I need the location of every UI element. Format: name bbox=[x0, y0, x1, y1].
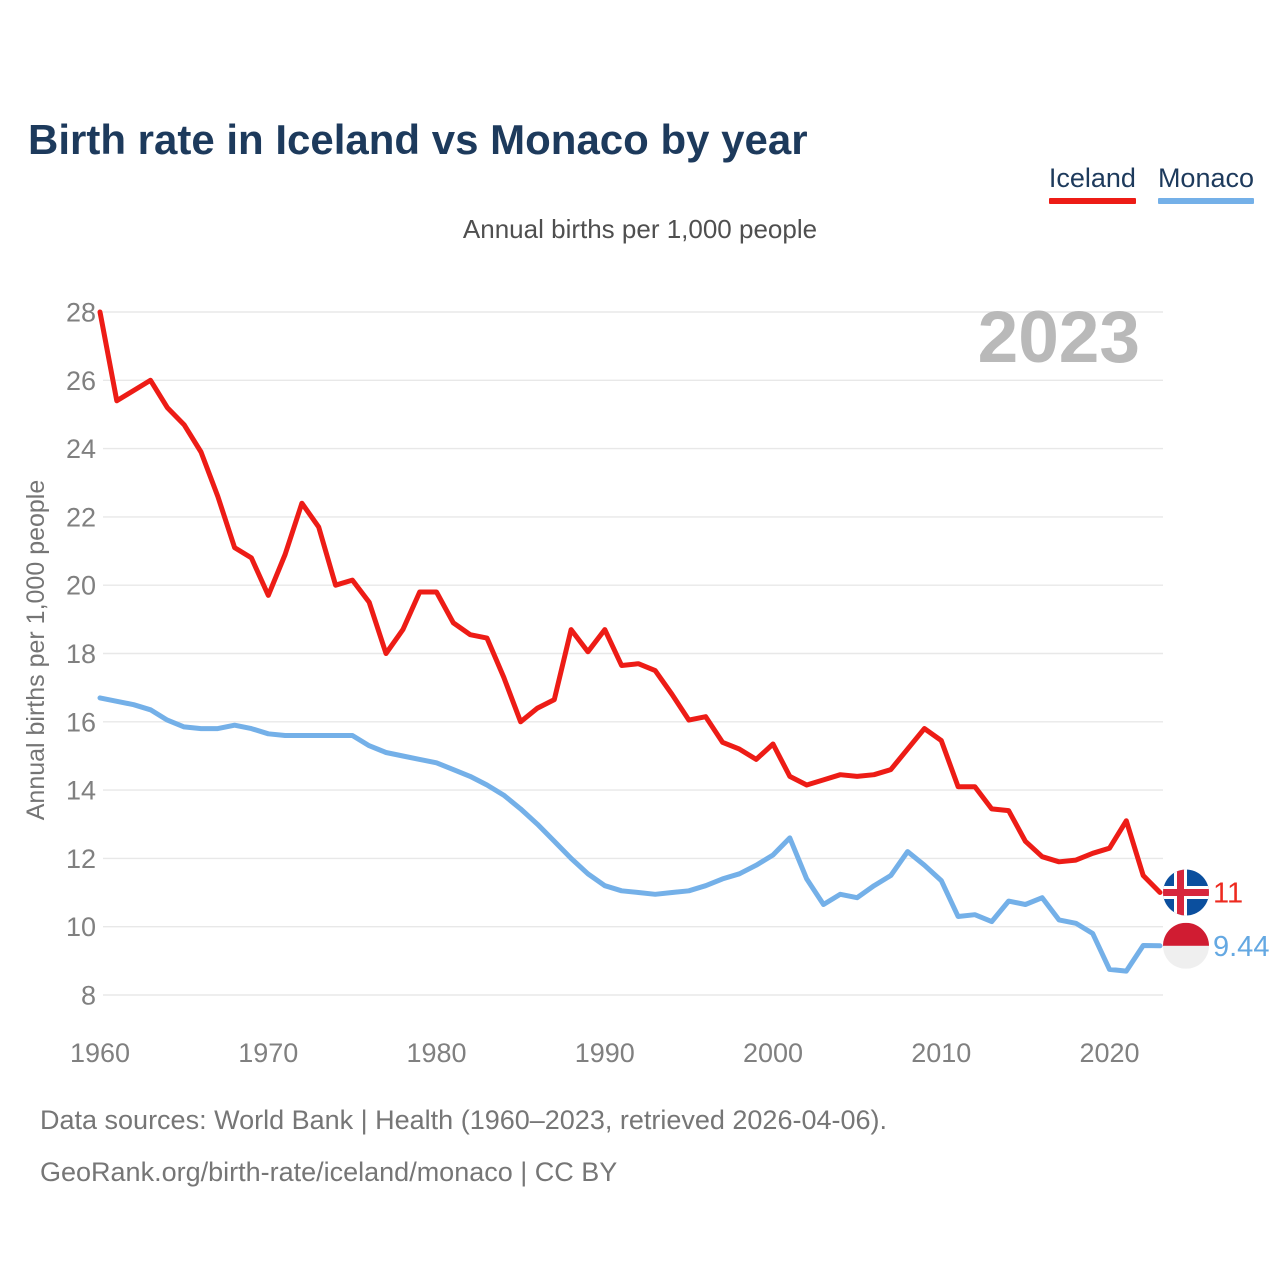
legend-item-monaco[interactable]: Monaco bbox=[1157, 163, 1254, 204]
iceland-end-value-label: 11 bbox=[1213, 878, 1243, 910]
x-tick-label: 2000 bbox=[743, 1038, 803, 1068]
y-tick-label: 28 bbox=[66, 298, 96, 328]
y-tick-label: 22 bbox=[66, 502, 96, 532]
gridlines bbox=[103, 311, 1163, 996]
y-tick-label: 14 bbox=[66, 776, 96, 806]
monaco-flag-icon bbox=[1163, 922, 1209, 969]
footer-attribution-line: GeoRank.org/birth-rate/iceland/monaco | … bbox=[40, 1157, 618, 1187]
y-tick-label: 20 bbox=[66, 571, 96, 601]
footer: Data sources: World Bank | Health (1960–… bbox=[40, 1094, 887, 1198]
x-tick-label: 2020 bbox=[1079, 1038, 1139, 1068]
series-line-iceland bbox=[97, 309, 1163, 895]
legend-label-monaco: Monaco bbox=[1157, 163, 1254, 193]
legend: Iceland Monaco bbox=[1048, 163, 1254, 204]
y-tick-label: 8 bbox=[81, 981, 96, 1011]
chart-subtitle: Annual births per 1,000 people bbox=[462, 214, 818, 244]
y-tick-label: 18 bbox=[66, 639, 96, 669]
x-tick-label: 2010 bbox=[911, 1038, 971, 1068]
y-tick-label: 12 bbox=[66, 844, 96, 874]
y-tick-label: 26 bbox=[66, 366, 96, 396]
x-tick-label: 1980 bbox=[406, 1038, 466, 1068]
x-tick-label: 1960 bbox=[70, 1038, 130, 1068]
y-tick-label: 16 bbox=[66, 707, 96, 737]
series-line-monaco bbox=[97, 695, 1163, 974]
iceland-flag-icon bbox=[1163, 869, 1209, 916]
legend-item-iceland[interactable]: Iceland bbox=[1048, 163, 1136, 204]
y-axis-tick-labels: 28 26 24 22 20 18 16 14 12 10 8 bbox=[66, 298, 96, 1011]
legend-label-iceland: Iceland bbox=[1048, 163, 1136, 193]
x-tick-label: 1970 bbox=[238, 1038, 298, 1068]
footer-sources-line: Data sources: World Bank | Health (1960–… bbox=[40, 1105, 887, 1135]
y-tick-label: 24 bbox=[66, 434, 96, 464]
legend-swatch-monaco bbox=[1157, 198, 1254, 204]
y-axis-title: Annual births per 1,000 people bbox=[22, 480, 50, 821]
y-tick-label: 10 bbox=[66, 912, 96, 942]
legend-swatch-iceland bbox=[1048, 198, 1136, 204]
watermark-year: 2023 bbox=[978, 297, 1140, 378]
monaco-end-value-label: 9.44 bbox=[1213, 931, 1269, 963]
x-axis-tick-labels: 1960 1970 1980 1990 2000 2010 2020 bbox=[70, 1038, 1140, 1068]
x-tick-label: 1990 bbox=[575, 1038, 635, 1068]
page-title: Birth rate in Iceland vs Monaco by year bbox=[28, 116, 808, 164]
series-lines bbox=[97, 309, 1163, 974]
